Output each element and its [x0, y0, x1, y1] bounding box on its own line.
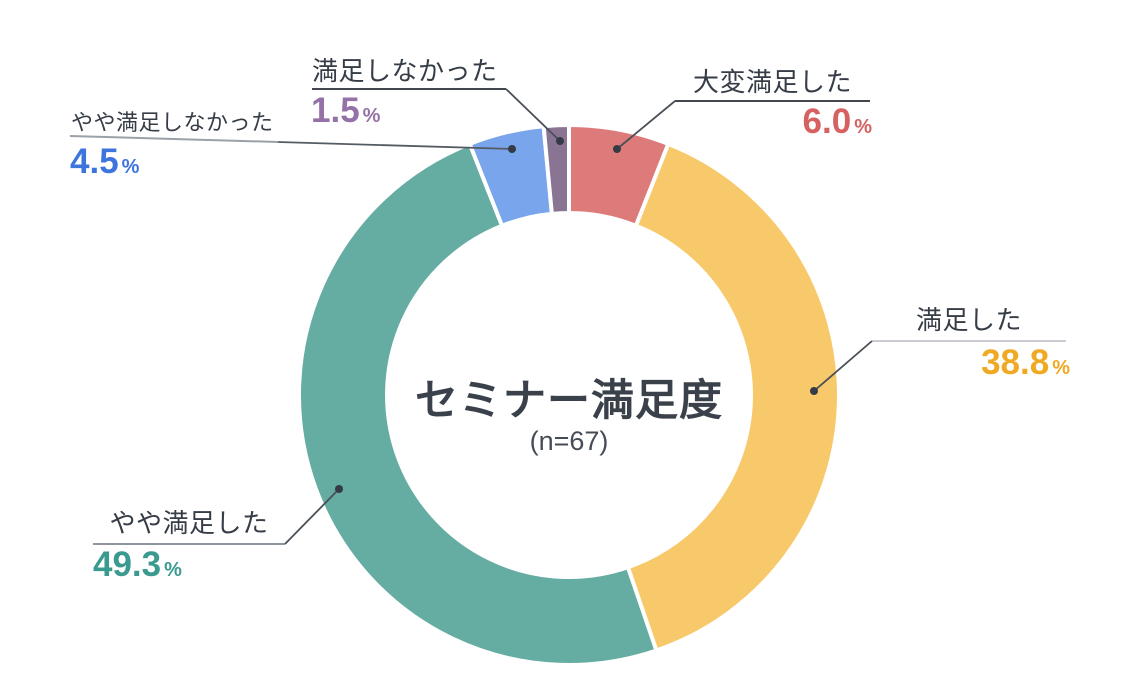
- percent-sign: %: [121, 156, 140, 178]
- segment-label-very-satisfied: 大変満足した: [692, 67, 852, 97]
- percent-sign: %: [854, 116, 872, 138]
- value-number: 6.0: [802, 102, 852, 141]
- label-underline-blue: [69, 135, 279, 143]
- leader-dot-blue: [508, 145, 516, 153]
- leader-line-red: [616, 100, 676, 150]
- value-number: 1.5: [311, 91, 360, 130]
- leader-dot-teal: [335, 485, 343, 493]
- percent-sign: %: [362, 105, 381, 127]
- leader-dot-red: [613, 145, 621, 153]
- donut-ring: [296, 122, 841, 667]
- segment-label-not-satisfied: 満足しなかった: [312, 56, 498, 86]
- value-number: 49.3: [93, 545, 162, 584]
- leader-dot-purple: [556, 137, 564, 145]
- donut-segment-5: [541, 122, 571, 216]
- percent-sign: %: [164, 559, 182, 581]
- leader-line-teal: [284, 488, 340, 545]
- value-number: 4.5: [70, 142, 119, 181]
- segment-label-somewhat-unsatisfied: やや満足しなかった: [71, 110, 274, 135]
- value-number: 38.8: [981, 343, 1050, 382]
- segment-value-somewhat-unsatisfied: 4.5%: [70, 144, 139, 179]
- leader-dot-yellow: [810, 387, 818, 395]
- segment-value-somewhat-satisfied: 49.3%: [93, 547, 182, 582]
- segment-value-very-satisfied: 6.0%: [675, 104, 872, 139]
- donut-segment-2: [625, 141, 841, 654]
- leader-line-blue: [277, 141, 513, 150]
- leader-line-purple: [505, 88, 561, 142]
- callout-lines: [69, 88, 1066, 545]
- segment-value-not-satisfied: 1.5%: [311, 93, 380, 128]
- segment-label-satisfied: 満足した: [915, 305, 1022, 335]
- segment-label-somewhat-satisfied: やや満足した: [109, 508, 269, 538]
- chart-sample-size: (n=67): [529, 426, 609, 456]
- chart-title: セミナー満足度: [415, 377, 723, 425]
- percent-sign: %: [1052, 357, 1070, 379]
- donut-segment-3: [296, 141, 659, 667]
- leader-line-yellow: [813, 340, 873, 392]
- segment-value-satisfied: 38.8%: [872, 345, 1070, 380]
